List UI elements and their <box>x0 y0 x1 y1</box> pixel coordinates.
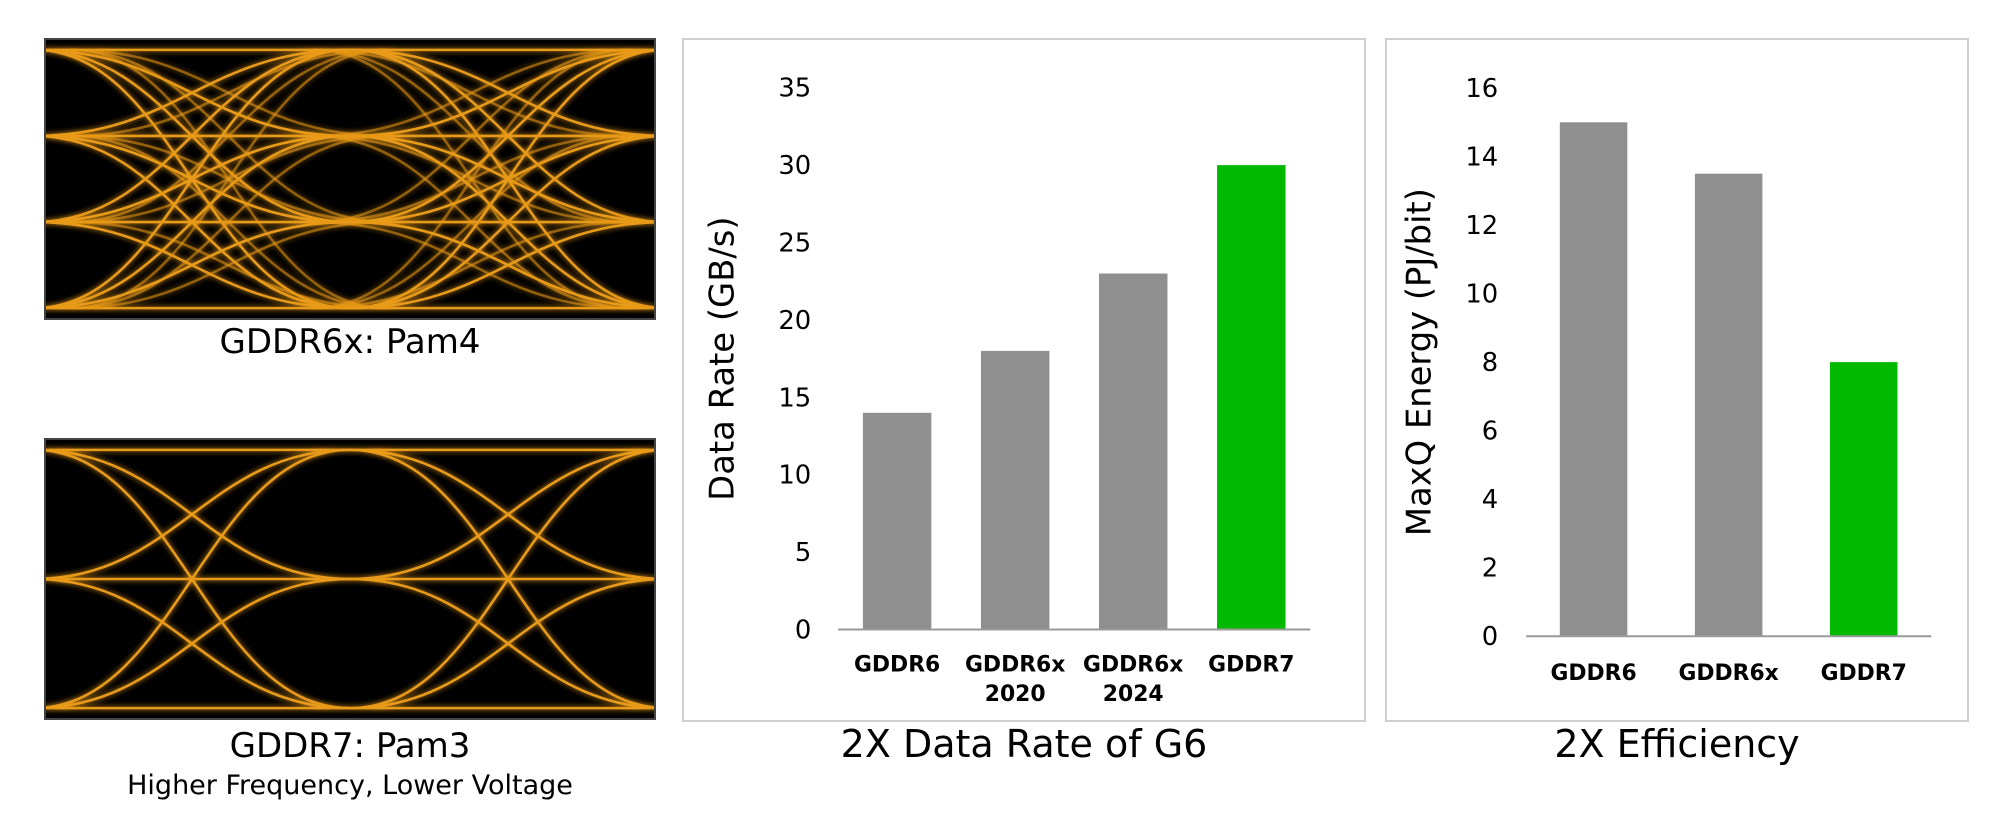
eye-transition-trace <box>349 449 654 710</box>
x-category-label: GDDR6x <box>965 652 1065 677</box>
eye-transition-trace <box>46 135 351 224</box>
eye-transition-trace <box>46 448 351 709</box>
eye-transition-trace <box>349 449 654 581</box>
eye-transition-trace <box>46 48 351 309</box>
y-tick-label: 8 <box>1482 348 1498 378</box>
x-category-label: GDDR7 <box>1821 661 1907 686</box>
pam3-caption: GDDR7: Pam3 <box>229 726 471 766</box>
eye-transition-trace <box>349 577 654 709</box>
y-tick-label: 5 <box>795 538 811 568</box>
eye-transition-trace <box>313 134 630 310</box>
pam3-subcaption: Higher Frequency, Lower Voltage <box>127 770 573 801</box>
y-axis-label: MaxQ Energy (PJ/bit) <box>1400 188 1439 536</box>
x-category-label: GDDR6x <box>1083 652 1183 677</box>
eye-transition-trace <box>313 48 630 224</box>
eye-transition-trace <box>70 48 387 138</box>
y-tick-label: 12 <box>1465 211 1498 241</box>
eye-transition-trace <box>70 48 387 224</box>
y-tick-label: 0 <box>1482 622 1498 652</box>
y-tick-label: 20 <box>778 306 811 336</box>
eye-transition-trace <box>46 134 351 223</box>
eye-transition-trace <box>46 448 351 580</box>
eye-transition-trace <box>46 221 351 310</box>
y-tick-label: 6 <box>1482 417 1498 447</box>
efficiency-chart: 0 2 4 6 8 10 12 14 16 MaxQ Energy (PJ/bit) GDDR6 GD… <box>1385 38 1969 722</box>
y-tick-label: 10 <box>778 461 811 491</box>
bar <box>1829 362 1898 637</box>
eye-transition-trace <box>349 49 654 224</box>
pam4-eye-traces <box>46 48 654 310</box>
efficiency-plot: 0 2 4 6 8 10 12 14 16 MaxQ Energy (PJ/bit) GDDR6 GD… <box>1400 74 1932 686</box>
eye-transition-trace <box>313 220 630 310</box>
data-rate-caption: 2X Data Rate of G6 <box>840 722 1208 766</box>
pam3-eye-diagram <box>44 438 656 720</box>
y-tick-label: 35 <box>778 74 811 104</box>
x-category-label: GDDR6 <box>1550 661 1636 686</box>
eye-transition-trace <box>46 577 351 709</box>
eye-traces <box>46 448 654 710</box>
bar <box>1098 273 1168 630</box>
y-tick-label: 10 <box>1465 280 1498 310</box>
y-tick-label: 30 <box>778 151 811 181</box>
eye-transition-trace <box>313 48 630 138</box>
eye-transition-trace <box>70 220 387 310</box>
y-tick-label: 16 <box>1465 74 1498 104</box>
eye-transition-trace <box>349 48 654 138</box>
bar <box>1559 122 1628 637</box>
eye-transition-trace <box>46 48 351 223</box>
eye-transition-trace <box>349 448 654 580</box>
x-category-label: GDDR6x <box>1679 661 1779 686</box>
eye-transition-trace <box>349 48 654 137</box>
y-tick-label: 2 <box>1482 554 1498 584</box>
y-tick-label: 15 <box>778 383 811 413</box>
eye-transition-trace <box>46 48 351 138</box>
x-category-label: 2020 <box>985 682 1046 707</box>
eye-transition-trace <box>349 135 654 310</box>
eye-transition-trace <box>349 134 654 223</box>
y-tick-label: 25 <box>778 228 811 258</box>
x-category-label: GDDR6 <box>854 652 940 677</box>
eye-transition-trace <box>46 449 351 581</box>
eye-transition-trace <box>46 220 351 310</box>
y-axis-label: Data Rate (GB/s) <box>703 216 742 500</box>
bar <box>862 412 932 630</box>
pam4-eye-diagram <box>44 38 656 320</box>
eye-transition-trace <box>349 135 654 224</box>
eye-transition-trace <box>70 134 387 310</box>
eye-transition-trace <box>349 578 654 710</box>
eye-transition-trace <box>46 134 351 309</box>
efficiency-caption: 2X Efficiency <box>1554 722 1800 766</box>
bar <box>1217 165 1286 630</box>
pam3-eye-traces <box>46 448 654 710</box>
y-tick-label: 4 <box>1482 485 1498 515</box>
eye-transition-trace <box>349 221 654 310</box>
eye-transition-trace <box>46 48 351 137</box>
eye-transition-trace <box>313 48 630 310</box>
bar <box>1694 173 1763 637</box>
data-rate-chart: 0 5 10 15 20 25 30 35 Data Rate (GB/s) GDDR6 GDDR6… <box>682 38 1366 722</box>
y-tick-label: 14 <box>1465 142 1498 172</box>
x-category-label: 2024 <box>1103 682 1164 707</box>
eye-transition-trace <box>46 578 351 710</box>
eye-transition-trace <box>70 48 387 310</box>
x-category-label: GDDR7 <box>1208 652 1294 677</box>
data-rate-plot: 0 5 10 15 20 25 30 35 Data Rate (GB/s) GDDR6 GDDR6… <box>703 74 1311 707</box>
eye-traces <box>46 48 654 310</box>
y-tick-label: 0 <box>795 615 811 645</box>
pam4-caption: GDDR6x: Pam4 <box>219 322 481 362</box>
eye-transition-trace <box>349 220 654 310</box>
bar <box>980 350 1050 630</box>
